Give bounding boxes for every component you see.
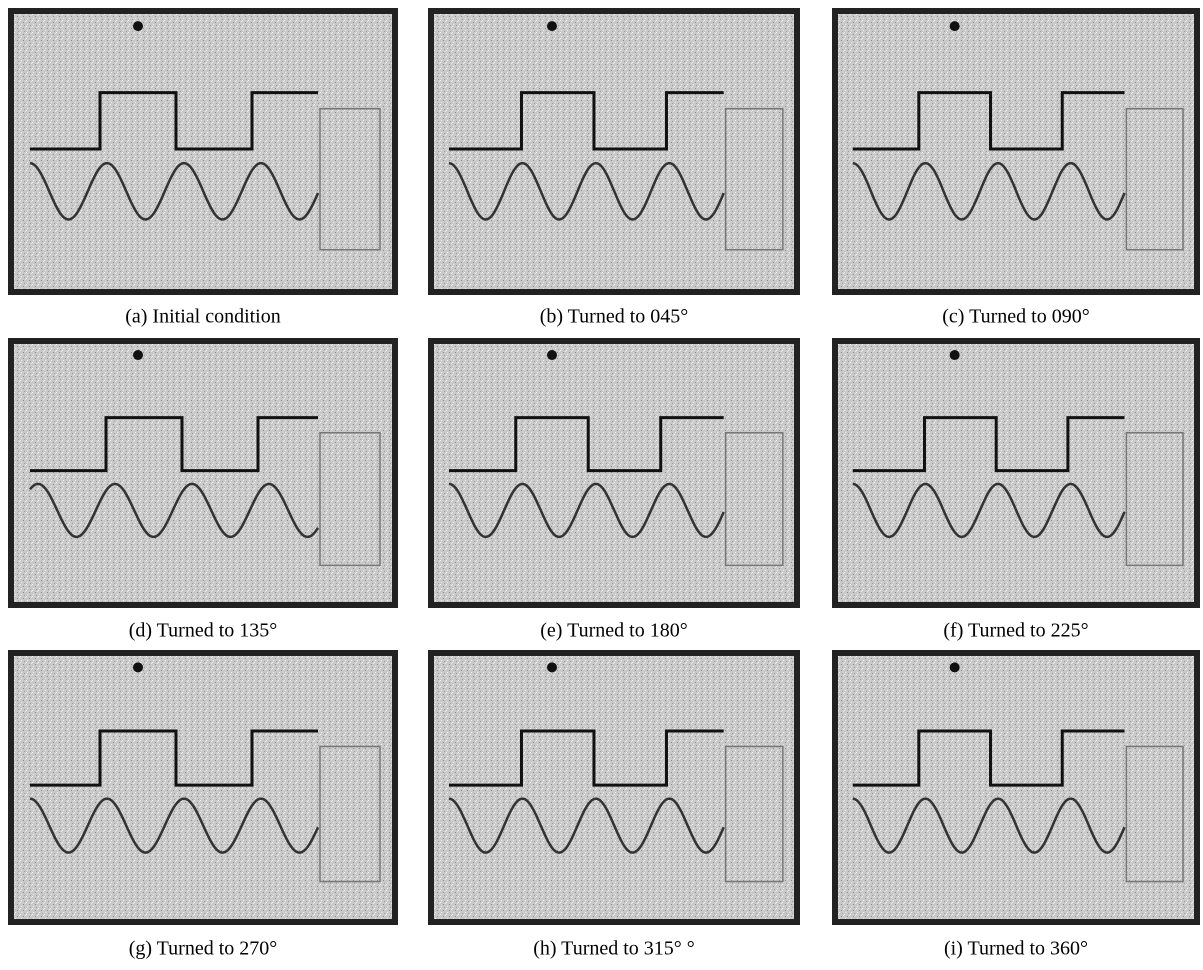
marker-dot: [949, 350, 960, 361]
sine-wave: [29, 797, 320, 854]
screen: [838, 344, 1194, 602]
oscilloscope-photo: [832, 338, 1200, 608]
square-wave: [448, 729, 724, 787]
screen: [14, 344, 392, 602]
side-panel: [319, 431, 381, 567]
caption: (e) Turned to 180°: [540, 620, 687, 642]
square-wave: [852, 729, 1125, 787]
marker-dot: [133, 350, 143, 361]
sine-wave: [448, 797, 725, 854]
square-wave: [448, 91, 724, 151]
side-panel: [319, 745, 381, 883]
sine-wave: [852, 161, 1126, 221]
side-panel: [1125, 431, 1184, 567]
marker-dot: [133, 21, 143, 32]
screen: [434, 14, 794, 289]
side-panel: [724, 745, 784, 883]
sine-wave: [448, 482, 725, 539]
marker-dot: [949, 662, 960, 673]
marker-dot: [547, 662, 557, 673]
sine-wave: [852, 482, 1126, 539]
caption: (h) Turned to 315° °: [533, 938, 695, 960]
caption: (f) Turned to 225°: [943, 620, 1088, 642]
caption: (i) Turned to 360°: [944, 938, 1088, 960]
caption: (b) Turned to 045°: [540, 306, 689, 328]
oscilloscope-photo: [428, 8, 800, 295]
square-wave: [30, 729, 318, 787]
square-wave: [448, 416, 724, 473]
side-panel: [724, 431, 784, 567]
side-panel: [1125, 745, 1184, 883]
marker-dot: [133, 662, 143, 673]
sine-wave: [852, 797, 1126, 854]
sine-wave: [448, 161, 725, 221]
screen: [838, 656, 1194, 919]
oscilloscope-photo: [8, 338, 398, 608]
caption: (a) Initial condition: [125, 306, 281, 328]
oscilloscope-photo: [428, 338, 800, 608]
caption: (c) Turned to 090°: [942, 306, 1089, 328]
oscilloscope-photo: [8, 650, 398, 925]
square-wave: [852, 416, 1125, 473]
caption: (g) Turned to 270°: [129, 938, 278, 960]
oscilloscope-photo: [832, 8, 1200, 295]
oscilloscope-photo: [832, 650, 1200, 925]
square-wave: [30, 91, 318, 151]
marker-dot: [547, 350, 557, 361]
screen: [838, 14, 1194, 289]
square-wave: [30, 416, 318, 473]
screen: [434, 656, 794, 919]
marker-dot: [949, 21, 960, 32]
oscilloscope-photo: [428, 650, 800, 925]
screen: [14, 14, 392, 289]
sine-wave: [29, 161, 320, 221]
marker-dot: [547, 21, 557, 32]
caption: (d) Turned to 135°: [129, 620, 278, 642]
side-panel: [1125, 107, 1184, 251]
side-panel: [319, 107, 381, 251]
side-panel: [724, 107, 784, 251]
screen: [14, 656, 392, 919]
oscilloscope-photo: [8, 8, 398, 295]
screen: [434, 344, 794, 602]
sine-wave: [29, 482, 320, 539]
square-wave: [852, 91, 1125, 151]
